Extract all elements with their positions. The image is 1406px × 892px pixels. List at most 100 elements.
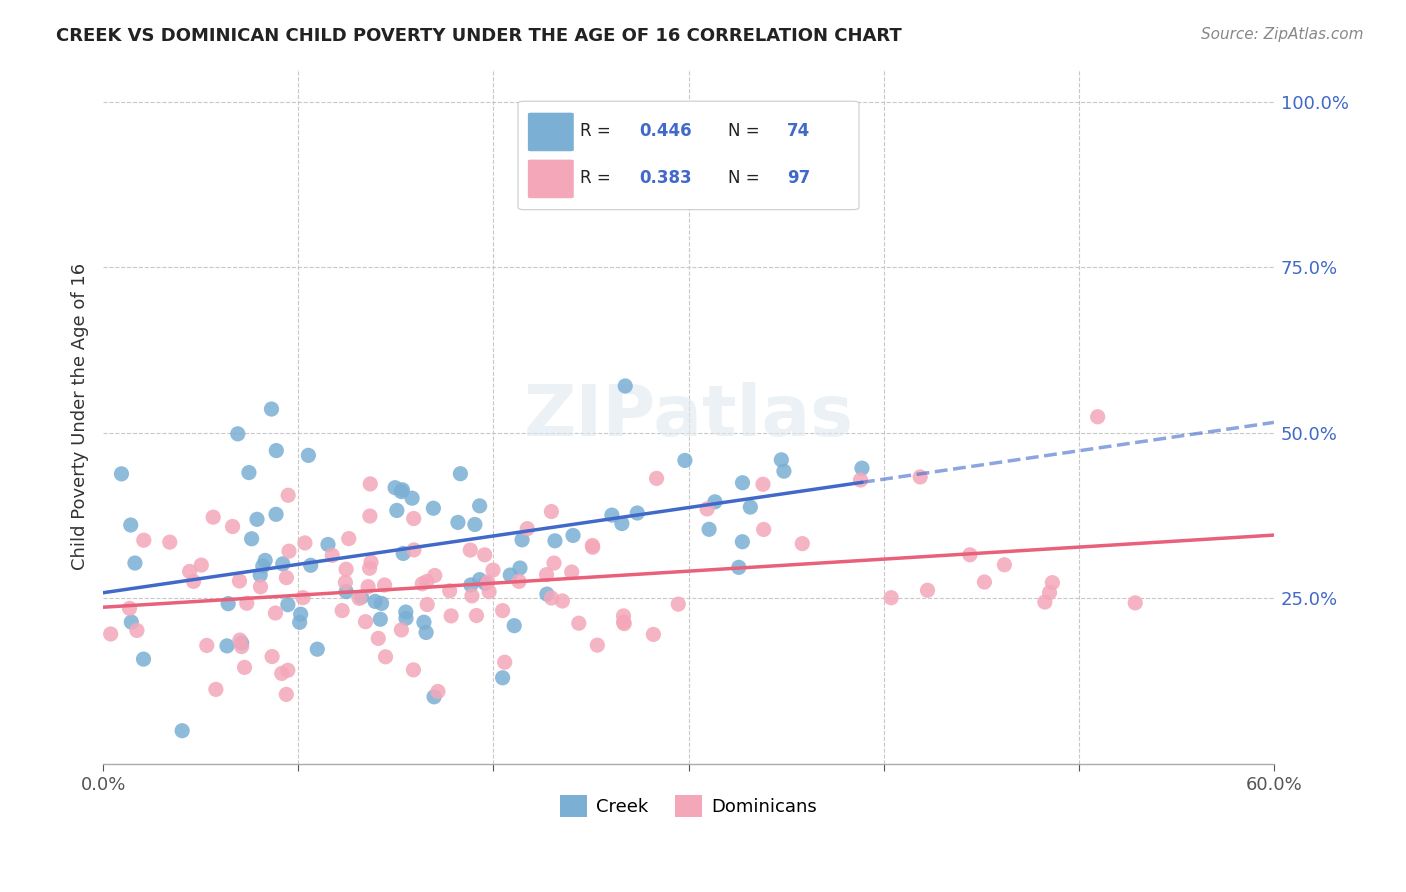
Point [297,449,319,463]
Point [299,558,322,573]
Point [231,640,253,654]
Point [666,597,689,611]
Point [120,615,142,629]
Point [264,508,287,522]
Point [231,636,253,650]
Point [478,584,501,599]
Point [562,528,585,542]
Point [1123,596,1146,610]
Legend: Creek, Dominicans: Creek, Dominicans [553,788,824,824]
Point [1040,575,1063,590]
Point [465,608,488,623]
Point [217,597,239,611]
Point [205,682,228,697]
Point [508,574,530,589]
Point [125,624,148,638]
Point [581,539,603,553]
Point [384,481,406,495]
Point [494,655,516,669]
Text: ZIPatlas: ZIPatlas [523,382,853,450]
Point [357,580,380,594]
Point [385,503,408,517]
Point [673,453,696,467]
Point [600,508,623,522]
Point [374,578,396,592]
Point [337,532,360,546]
Point [288,615,311,630]
Point [993,558,1015,572]
Point [509,561,531,575]
Point [423,690,446,704]
Point [110,467,132,481]
Point [277,663,299,677]
Point [347,591,370,606]
Point [195,639,218,653]
Point [582,541,605,555]
Point [849,473,872,487]
Point [330,603,353,617]
Point [402,663,425,677]
Point [510,533,533,547]
Point [321,549,343,563]
Text: Source: ZipAtlas.com: Source: ZipAtlas.com [1201,27,1364,42]
Point [249,580,271,594]
Point [440,608,463,623]
Point [278,544,301,558]
Point [238,466,260,480]
Point [551,594,574,608]
Point [402,511,425,525]
Point [389,623,412,637]
Point [612,608,634,623]
Point [246,512,269,526]
Point [370,596,392,610]
Point [411,576,433,591]
Point [727,560,749,574]
Point [159,535,181,549]
Point [401,491,423,506]
Point [770,453,793,467]
Point [447,516,470,530]
Point [416,574,439,589]
Point [415,625,437,640]
Point [350,590,373,604]
Point [460,578,482,592]
Point [395,611,418,625]
Point [917,583,939,598]
Point [183,574,205,589]
Text: CREEK VS DOMINICAN CHILD POVERTY UNDER THE AGE OF 16 CORRELATION CHART: CREEK VS DOMINICAN CHILD POVERTY UNDER T… [56,27,903,45]
Point [439,583,461,598]
Point [540,504,562,518]
Point [290,607,312,622]
Point [359,561,381,575]
Point [413,615,436,630]
Point [449,467,471,481]
Point [752,523,775,537]
Point [626,506,648,520]
Point [589,161,612,175]
Point [1038,585,1060,599]
Point [252,559,274,574]
Point [426,684,449,698]
Point [389,484,412,499]
Point [118,601,141,615]
Point [270,666,292,681]
Point [540,591,562,605]
Point [374,649,396,664]
Point [544,533,567,548]
Point [697,522,720,536]
Point [464,517,486,532]
Point [215,639,238,653]
Point [908,470,931,484]
Point [468,573,491,587]
Point [792,536,814,550]
Point [364,594,387,608]
Y-axis label: Child Poverty Under the Age of 16: Child Poverty Under the Age of 16 [72,262,89,570]
Point [536,587,558,601]
Point [264,606,287,620]
Point [423,568,446,582]
Point [561,565,583,579]
Point [752,477,775,491]
Point [236,596,259,610]
Point [229,633,252,648]
Point [586,638,609,652]
